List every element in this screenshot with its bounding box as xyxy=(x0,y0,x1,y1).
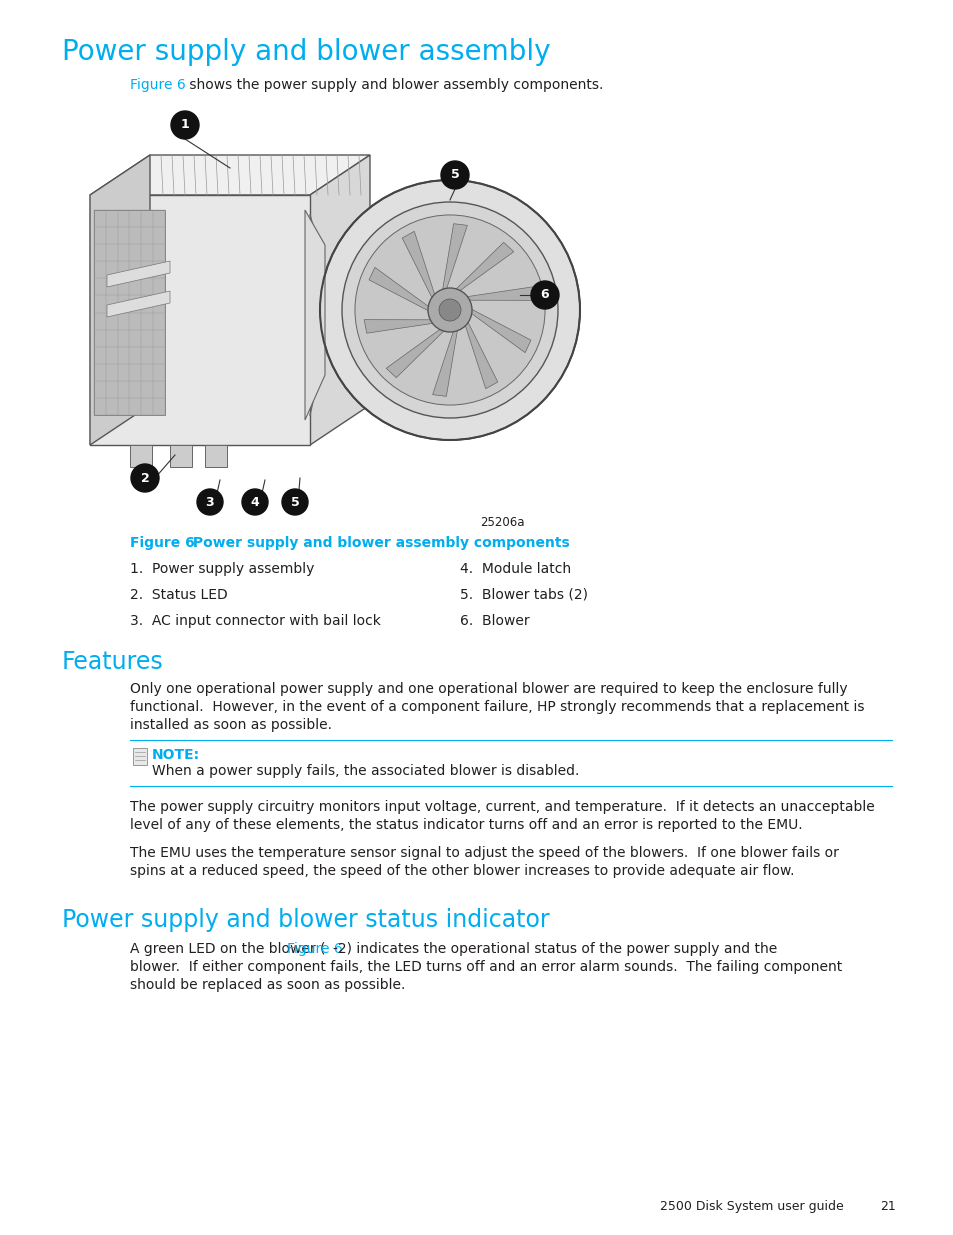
Text: spins at a reduced speed, the speed of the other blower increases to provide ade: spins at a reduced speed, the speed of t… xyxy=(130,864,794,878)
Circle shape xyxy=(171,111,199,140)
Circle shape xyxy=(282,489,308,515)
Text: Power supply and blower assembly components: Power supply and blower assembly compone… xyxy=(188,536,569,550)
Polygon shape xyxy=(205,445,227,467)
Polygon shape xyxy=(90,156,370,195)
Circle shape xyxy=(428,288,472,332)
Text: functional.  However, in the event of a component failure, HP strongly recommend: functional. However, in the event of a c… xyxy=(130,700,863,714)
Text: blower.  If either component fails, the LED turns off and an error alarm sounds.: blower. If either component fails, the L… xyxy=(130,960,841,974)
Text: -2) indicates the operational status of the power supply and the: -2) indicates the operational status of … xyxy=(333,942,777,956)
Text: NOTE:: NOTE: xyxy=(152,748,200,762)
Polygon shape xyxy=(107,261,170,287)
Text: 1: 1 xyxy=(180,119,190,131)
Circle shape xyxy=(319,180,579,440)
Text: 2.  Status LED: 2. Status LED xyxy=(130,588,228,601)
Text: 1.  Power supply assembly: 1. Power supply assembly xyxy=(130,562,314,576)
Text: 21: 21 xyxy=(879,1200,895,1213)
Polygon shape xyxy=(170,445,192,467)
Polygon shape xyxy=(94,210,165,415)
Circle shape xyxy=(355,215,544,405)
Text: 6.  Blower: 6. Blower xyxy=(459,614,529,629)
Text: should be replaced as soon as possible.: should be replaced as soon as possible. xyxy=(130,978,405,992)
Circle shape xyxy=(242,489,268,515)
Text: Power supply and blower assembly: Power supply and blower assembly xyxy=(62,38,550,65)
Text: 3.  AC input connector with bail lock: 3. AC input connector with bail lock xyxy=(130,614,380,629)
Polygon shape xyxy=(464,320,497,389)
Text: installed as soon as possible.: installed as soon as possible. xyxy=(130,718,332,732)
Polygon shape xyxy=(90,195,310,445)
Text: level of any of these elements, the status indicator turns off and an error is r: level of any of these elements, the stat… xyxy=(130,818,801,832)
Polygon shape xyxy=(130,445,152,467)
Text: Figure 6: Figure 6 xyxy=(130,78,186,91)
Text: 3: 3 xyxy=(206,495,214,509)
Text: Only one operational power supply and one operational blower are required to kee: Only one operational power supply and on… xyxy=(130,682,846,697)
Circle shape xyxy=(438,299,460,321)
Text: 5: 5 xyxy=(450,168,459,182)
Circle shape xyxy=(440,161,469,189)
Text: 2: 2 xyxy=(140,472,150,484)
Polygon shape xyxy=(90,156,150,445)
Circle shape xyxy=(341,203,558,417)
Text: A green LED on the blower (: A green LED on the blower ( xyxy=(130,942,325,956)
Polygon shape xyxy=(454,242,514,293)
Polygon shape xyxy=(386,327,445,378)
Polygon shape xyxy=(469,308,531,353)
Text: 6: 6 xyxy=(540,289,549,301)
Polygon shape xyxy=(310,156,370,445)
Text: The EMU uses the temperature sensor signal to adjust the speed of the blowers.  : The EMU uses the temperature sensor sign… xyxy=(130,846,838,860)
Polygon shape xyxy=(107,291,170,317)
Text: 4: 4 xyxy=(251,495,259,509)
Text: Power supply and blower status indicator: Power supply and blower status indicator xyxy=(62,908,549,932)
Text: 2500 Disk System user guide: 2500 Disk System user guide xyxy=(659,1200,842,1213)
Polygon shape xyxy=(464,287,536,300)
Text: Figure 6: Figure 6 xyxy=(286,942,342,956)
Text: 25206a: 25206a xyxy=(479,516,524,529)
Text: 4.  Module latch: 4. Module latch xyxy=(459,562,571,576)
Polygon shape xyxy=(305,210,325,420)
Text: Figure 6: Figure 6 xyxy=(130,536,194,550)
Text: Features: Features xyxy=(62,650,164,674)
Circle shape xyxy=(131,464,159,492)
Text: shows the power supply and blower assembly components.: shows the power supply and blower assemb… xyxy=(185,78,602,91)
Circle shape xyxy=(196,489,223,515)
Text: The power supply circuitry monitors input voltage, current, and temperature.  If: The power supply circuitry monitors inpu… xyxy=(130,800,874,814)
Circle shape xyxy=(531,282,558,309)
Text: 5.  Blower tabs (2): 5. Blower tabs (2) xyxy=(459,588,587,601)
Polygon shape xyxy=(441,224,467,293)
Polygon shape xyxy=(364,320,435,333)
Polygon shape xyxy=(369,267,430,312)
Polygon shape xyxy=(433,327,457,396)
Text: 5: 5 xyxy=(291,495,299,509)
FancyBboxPatch shape xyxy=(132,748,147,764)
Text: When a power supply fails, the associated blower is disabled.: When a power supply fails, the associate… xyxy=(152,764,578,778)
Polygon shape xyxy=(402,231,435,300)
